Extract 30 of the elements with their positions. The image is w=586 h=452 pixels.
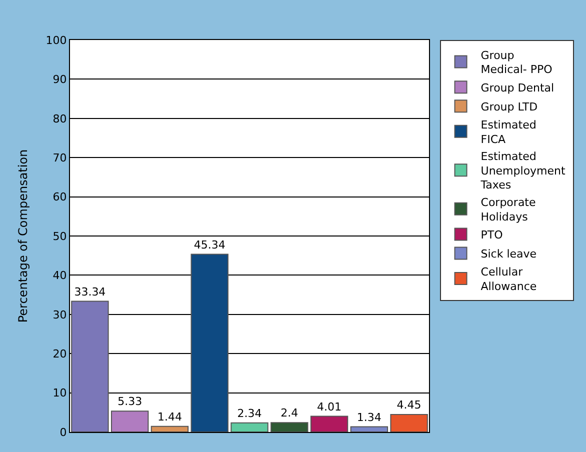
data-label: 4.45 xyxy=(396,398,422,412)
legend-label: Corporate Holidays xyxy=(480,196,536,224)
legend-label: Estimated Unemployment Taxes xyxy=(480,150,566,192)
data-label: 1.44 xyxy=(157,410,182,424)
y-tick-label: 30 xyxy=(52,308,67,322)
y-axis-title: Percentage of Compensation xyxy=(16,149,30,323)
data-label: 2.4 xyxy=(280,406,298,420)
data-label: 4.01 xyxy=(317,400,342,414)
data-label: 33.34 xyxy=(74,285,106,298)
data-label: 5.33 xyxy=(118,395,142,408)
data-label: 2.34 xyxy=(237,406,262,420)
y-tick-label: 10 xyxy=(52,386,67,400)
y-tick-label: 90 xyxy=(52,73,67,86)
legend-label: Group Medical- PPO xyxy=(480,48,553,76)
legend-label: Group LTD xyxy=(480,100,538,114)
data-label: 1.34 xyxy=(356,410,382,424)
legend-label: Estimated FICA xyxy=(480,118,536,146)
y-tick-label: 40 xyxy=(52,269,67,282)
y-tick-label: 70 xyxy=(52,151,67,164)
legend-label: Cellular Allowance xyxy=(480,266,537,293)
y-tick-label: 0 xyxy=(60,426,67,439)
data-label: 45.34 xyxy=(194,238,226,252)
y-tick-label: 20 xyxy=(52,347,67,360)
legend-label: PTO xyxy=(480,228,504,242)
y-tick-label: 60 xyxy=(52,190,67,204)
legend-label: Group Dental xyxy=(480,81,554,94)
y-tick-label: 100 xyxy=(46,34,67,47)
y-tick-label: 50 xyxy=(52,230,67,243)
legend-label: Sick leave xyxy=(480,247,537,260)
y-tick-label: 80 xyxy=(52,112,67,126)
